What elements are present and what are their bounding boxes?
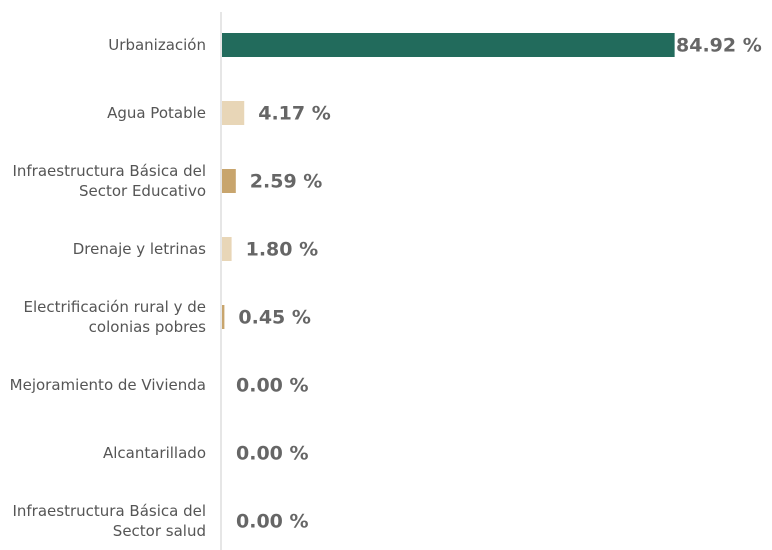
category-label: Urbanización <box>108 36 206 54</box>
value-label: 2.59 % <box>250 171 323 193</box>
category-label: Infraestructura Básica del Sector salud <box>12 502 206 540</box>
category-label: Mejoramiento de Vivienda <box>9 376 206 394</box>
value-label: 84.92 % <box>676 35 762 57</box>
category-label: Electrificación rural y de colonias pobr… <box>23 298 206 336</box>
bar <box>222 33 675 57</box>
value-label: 1.80 % <box>246 239 319 261</box>
value-label: 0.45 % <box>238 307 311 329</box>
category-label: Agua Potable <box>107 104 206 122</box>
category-label: Alcantarillado <box>102 444 206 462</box>
bar <box>222 305 225 329</box>
value-label: 0.00 % <box>236 375 309 397</box>
value-label: 0.00 % <box>236 443 309 465</box>
category-label: Drenaje y letrinas <box>72 240 206 258</box>
value-label: 0.00 % <box>236 511 309 533</box>
bar <box>222 237 232 261</box>
bar <box>222 169 236 193</box>
value-label: 4.17 % <box>258 103 331 125</box>
bar <box>222 101 245 125</box>
category-label: Infraestructura Básica del Sector Educat… <box>12 162 206 200</box>
